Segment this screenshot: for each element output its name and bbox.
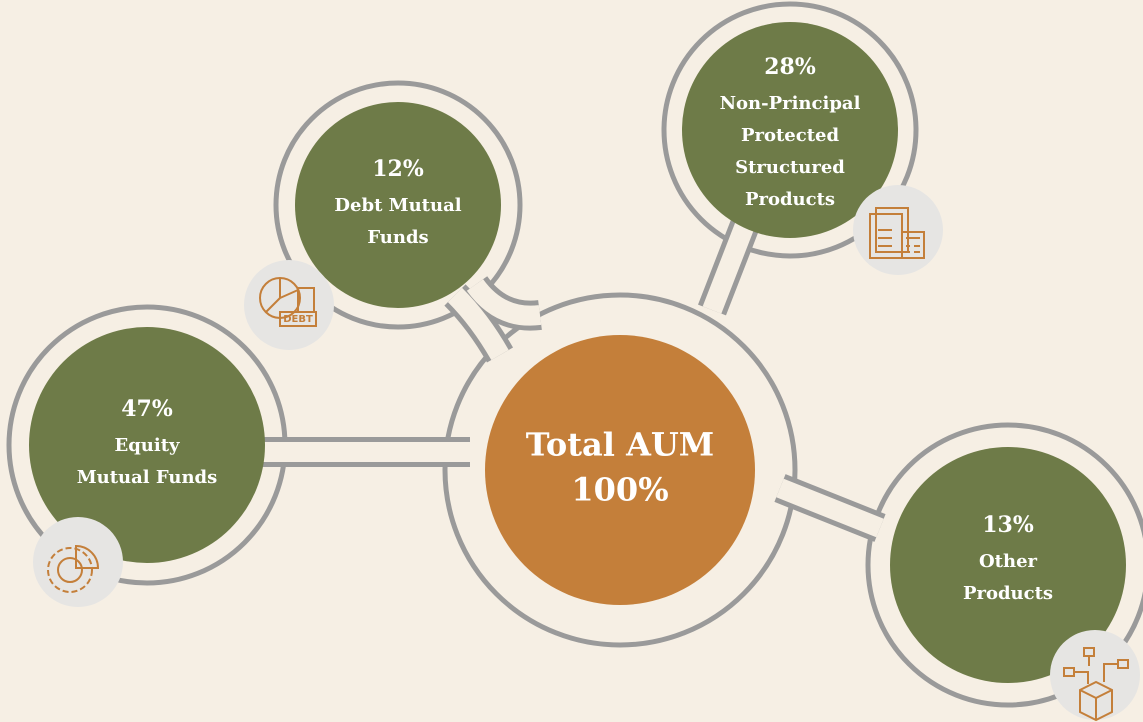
center-value: 100% [571, 471, 668, 509]
icon-bg [1050, 630, 1140, 720]
node-value: 28% [764, 54, 816, 80]
node-value: 47% [121, 396, 173, 422]
icon-text: DEBT [283, 314, 313, 325]
icon-bg [853, 185, 943, 275]
connector-gap [466, 278, 542, 326]
node-value: 12% [372, 156, 424, 182]
node-value: 13% [982, 512, 1034, 538]
rings [6, 1, 1143, 708]
node-circle [682, 22, 898, 238]
node-label: Structured [735, 157, 845, 178]
node-circle [295, 102, 501, 308]
node-label: Equity [114, 435, 180, 456]
node-label: Debt Mutual [334, 195, 461, 216]
node-label: Non-Principal [720, 93, 861, 114]
icon-gear-chart [47, 544, 100, 593]
icon-document [869, 207, 925, 259]
center-title: Total AUM [526, 426, 714, 464]
ring [865, 422, 1143, 708]
connector-gap [702, 221, 755, 314]
icon-bg [244, 260, 334, 350]
icon-debt [259, 277, 317, 327]
icons: DEBT [33, 185, 1140, 722]
node-label: Protected [741, 125, 840, 146]
node-circle [29, 327, 265, 563]
node-label: Other [979, 551, 1038, 572]
node-labels: 12% Debt Mutual Funds 28% Non-Principal Prote… [77, 54, 1053, 604]
node-label: Products [745, 189, 835, 210]
node-label: Funds [367, 227, 428, 248]
node-circle [890, 447, 1126, 683]
node-label: Mutual Funds [77, 467, 218, 488]
connector-gap [447, 287, 509, 361]
center-circle [485, 335, 755, 605]
connector-gap [776, 478, 884, 538]
icon-network-box [1063, 647, 1129, 722]
connectors [250, 219, 886, 542]
node-label: Products [963, 583, 1053, 604]
ring [273, 80, 523, 330]
ring [442, 292, 798, 648]
ring [661, 1, 919, 259]
